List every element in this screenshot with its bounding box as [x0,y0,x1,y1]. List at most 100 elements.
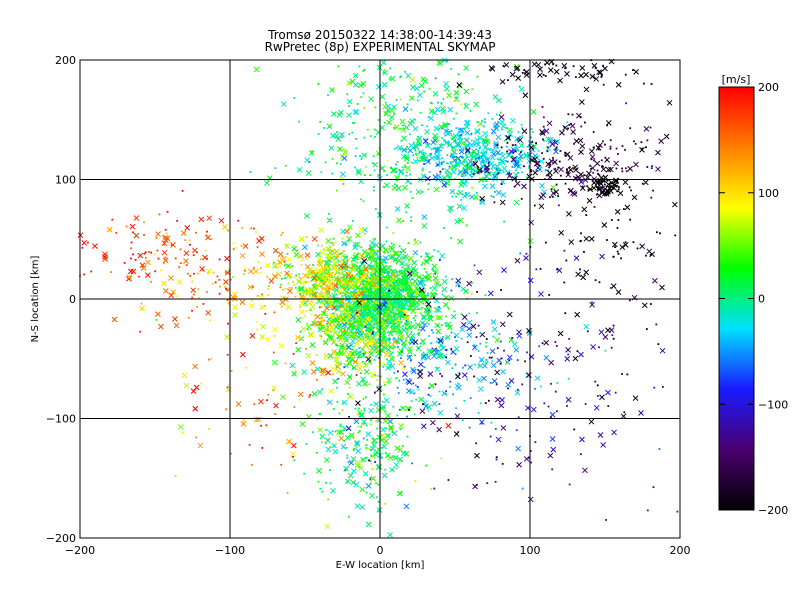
dot-marker [365,491,368,494]
dot-marker [491,360,494,363]
dot-marker [484,361,487,364]
dot-marker [206,257,208,260]
dot-marker [339,163,342,165]
dot-marker [449,380,452,383]
dot-marker [219,285,221,288]
dot-marker [284,164,287,167]
cross-marker [379,93,386,100]
dot-marker [392,232,395,235]
dot-marker [391,306,394,308]
cross-marker [590,344,596,350]
cross-marker [483,143,489,150]
dot-marker [375,292,378,295]
cross-marker [549,411,556,418]
cross-marker [312,271,319,278]
dot-marker [506,160,509,163]
dot-marker [633,140,635,143]
dot-marker [429,154,432,157]
dot-marker [374,299,377,301]
dot-marker [144,256,147,259]
dot-marker [515,429,518,432]
dot-marker [427,116,430,119]
cross-marker [398,311,405,318]
dot-marker [421,167,424,170]
dot-marker [395,279,398,282]
cross-marker [240,351,246,358]
dot-marker [556,268,558,271]
dot-marker [349,322,352,325]
cross-marker [534,375,541,382]
cross-marker [309,360,316,366]
dot-marker [516,139,519,142]
dot-marker [357,356,360,359]
cross-marker [369,240,376,246]
dot-marker [410,182,412,185]
dot-marker [353,337,356,340]
cross-marker [350,266,356,273]
dot-marker [341,302,344,305]
cross-marker [354,459,361,466]
cross-marker [370,315,377,322]
dot-marker [435,293,438,295]
cross-marker [376,350,383,356]
cross-marker [293,251,300,258]
cross-marker [358,226,365,233]
dot-marker [371,305,374,308]
dot-marker [628,186,631,189]
dot-marker [414,354,417,357]
dot-marker [383,331,386,333]
dot-marker [336,264,339,267]
dot-marker [384,69,386,71]
dot-marker [207,272,209,275]
cross-marker [231,291,238,298]
dot-marker [550,188,553,191]
dot-marker [650,83,653,85]
dot-marker [389,67,392,70]
cross-marker [400,127,407,133]
cross-marker [663,133,670,140]
dot-marker [346,466,349,469]
dot-marker [350,308,352,311]
dot-marker [334,264,337,267]
dot-marker [460,337,463,340]
cross-marker [489,183,496,190]
cross-marker [420,173,427,180]
cross-marker [437,337,444,344]
dot-marker [441,293,444,296]
cross-marker [318,227,324,233]
dot-marker [241,226,243,229]
dot-marker [351,266,354,269]
dot-marker [408,378,411,380]
dot-marker [231,276,234,279]
dot-marker [344,291,347,294]
dot-marker [485,345,488,348]
dot-marker [341,287,344,290]
dot-marker [482,161,484,164]
dot-marker [298,304,301,306]
dot-marker [452,150,454,152]
dot-marker [376,313,379,315]
cross-marker [479,419,485,425]
cross-marker [408,270,415,277]
cross-marker [355,269,362,276]
dot-marker [624,167,627,170]
dot-marker [164,256,167,259]
dot-marker [497,120,499,123]
dot-marker [454,139,457,142]
dot-marker [343,347,345,350]
cross-marker [417,373,424,379]
cross-marker [494,396,501,403]
dot-marker [557,166,560,169]
dot-marker [432,147,435,150]
dot-marker [311,293,314,296]
dot-marker [377,314,380,317]
dot-marker [484,402,487,404]
dot-marker [396,146,398,149]
dot-marker [460,198,463,201]
cross-marker [615,289,622,296]
cross-marker [331,111,337,117]
dot-marker [605,194,608,197]
cross-marker [258,235,265,242]
dot-marker [434,272,436,275]
cross-marker [499,157,505,164]
